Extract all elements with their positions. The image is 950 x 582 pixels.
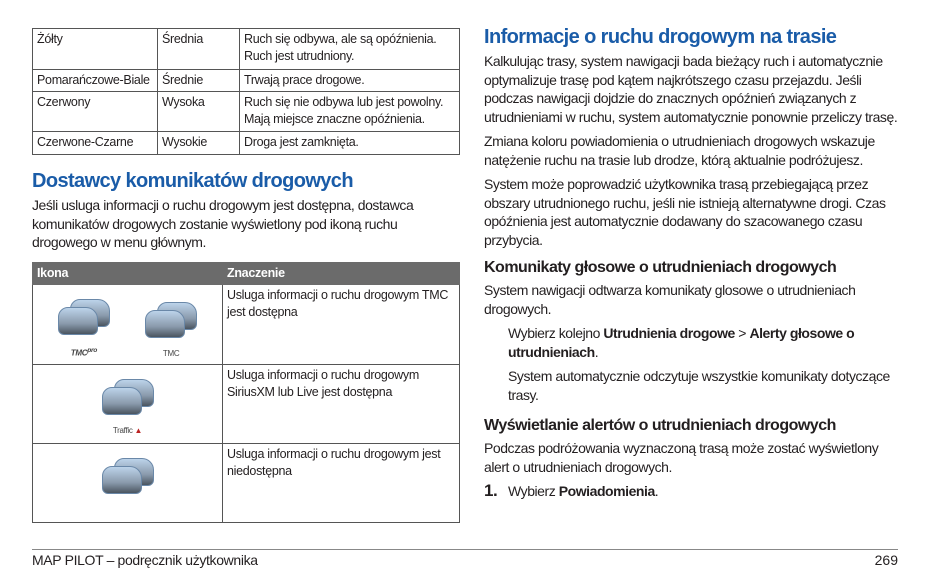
table-row: Żółty Średnia Ruch się odbywa, ale są opóź… bbox=[32, 28, 460, 70]
meaning-cell: Usluga informacji o ruchu drogowym TMC j… bbox=[222, 284, 460, 365]
table-row: Traffic ▲ Usluga informacji o ruchu drog… bbox=[32, 363, 460, 444]
tmc-pro-logo: TMCpro bbox=[70, 347, 98, 358]
column-header: Ikona bbox=[32, 262, 223, 285]
table-row: Czerwony Wysoka Ruch się nie odbywa lub je… bbox=[32, 91, 460, 132]
table-row: Pomarańczowe-Biale Średnie Trwają prace dr… bbox=[32, 69, 460, 92]
paragraph: System nawigacji odtwarza komunikaty glo… bbox=[484, 282, 856, 317]
meaning-cell: Usluga informacji o ruchu drogowym Siriu… bbox=[222, 363, 460, 444]
icon-cell bbox=[32, 442, 223, 523]
icon-cell: Traffic ▲ bbox=[32, 363, 223, 444]
subsection-heading: Komunikaty głosowe o utrudnieniach drogo… bbox=[484, 259, 837, 276]
footer-title: MAP PILOT – podręcznik użytkownika bbox=[32, 552, 258, 568]
section-heading: Informacje o ruchu drogowym na trasie bbox=[484, 26, 837, 48]
paragraph: System automatycznie odczytuje wszystkie… bbox=[508, 368, 890, 403]
footer-divider bbox=[32, 549, 898, 550]
cell: Średnie bbox=[157, 69, 240, 92]
table-row: TMCpro TMC Usluga informacji o ruchu dro… bbox=[32, 284, 460, 365]
icon-caption: TMC bbox=[162, 348, 180, 358]
cell: Czerwone-Czarne bbox=[32, 131, 158, 155]
meaning-cell: Usluga informacji o ruchu drogowym jest … bbox=[222, 442, 460, 523]
right-column: Informacje o ruchu drogowym na trasie Ka… bbox=[484, 25, 899, 501]
cell: Średnia bbox=[157, 28, 240, 70]
step: Wybierz kolejno Utrudnienia drogowe > Al… bbox=[508, 325, 855, 360]
traffic-logo: Traffic ▲ bbox=[112, 425, 143, 435]
cell: Trwają prace drogowe. bbox=[239, 69, 460, 92]
cell: Pomarańczowe-Biale bbox=[32, 69, 158, 92]
paragraph: Kalkulując trasy, system nawigacji bada … bbox=[484, 53, 898, 125]
cell: Czerwony bbox=[32, 91, 158, 132]
traffic-car-icon bbox=[100, 378, 156, 417]
section-heading: Dostawcy komunikatów drogowych bbox=[32, 170, 354, 192]
paragraph: Zmiana koloru powiadomienia o utrudnieni… bbox=[484, 133, 875, 168]
cell: Ruch się odbywa, ale są opóźnienia. Ruch… bbox=[239, 28, 460, 70]
paragraph: Jeśli usluga informacji o ruchu drogowym… bbox=[32, 197, 414, 250]
table-row: Czerwone-Czarne Wysokie Droga jest zamknię… bbox=[32, 131, 460, 155]
icon-cell: TMCpro TMC bbox=[32, 284, 223, 365]
column-header: Znaczenie bbox=[222, 262, 460, 285]
step: 1. Wybierz Powiadomienia. bbox=[484, 481, 659, 500]
paragraph: System może poprowadzić użytkownika tras… bbox=[484, 176, 886, 248]
table-row: Usluga informacji o ruchu drogowym jest … bbox=[32, 442, 460, 523]
cell: Ruch się nie odbywa lub jest powolny. Ma… bbox=[239, 91, 460, 132]
cell: Droga jest zamknięta. bbox=[239, 131, 460, 155]
cell: Wysokie bbox=[157, 131, 240, 155]
traffic-car-icon bbox=[100, 457, 156, 496]
cell: Żółty bbox=[32, 28, 158, 70]
provider-icon-table: Ikona Znaczenie TMCpro TMC Usluga informa… bbox=[32, 262, 460, 523]
traffic-car-icon bbox=[56, 299, 112, 337]
table-header-row: Ikona Znaczenie bbox=[32, 262, 460, 285]
page-number: 269 bbox=[874, 552, 898, 568]
cell: Wysoka bbox=[157, 91, 240, 132]
subsection-heading: Wyświetlanie alertów o utrudnieniach dro… bbox=[484, 417, 836, 434]
traffic-color-table: Żółty Średnia Ruch się odbywa, ale są opóź… bbox=[32, 28, 460, 155]
paragraph: Podczas podróżowania wyznaczoną trasą mo… bbox=[484, 440, 879, 475]
traffic-car-icon bbox=[143, 301, 199, 340]
